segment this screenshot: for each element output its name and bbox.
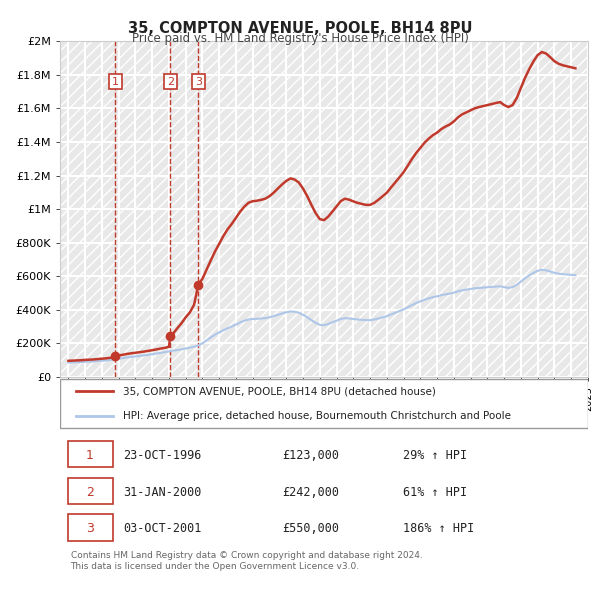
Text: 35, COMPTON AVENUE, POOLE, BH14 8PU (detached house): 35, COMPTON AVENUE, POOLE, BH14 8PU (det… xyxy=(124,386,436,396)
Text: £550,000: £550,000 xyxy=(282,523,339,536)
Text: HPI: Average price, detached house, Bournemouth Christchurch and Poole: HPI: Average price, detached house, Bour… xyxy=(124,411,511,421)
Text: £242,000: £242,000 xyxy=(282,486,339,499)
Text: 1: 1 xyxy=(86,448,94,461)
Text: 31-JAN-2000: 31-JAN-2000 xyxy=(124,486,202,499)
Text: 29% ↑ HPI: 29% ↑ HPI xyxy=(403,448,467,461)
FancyBboxPatch shape xyxy=(68,477,113,504)
Text: 3: 3 xyxy=(86,523,94,536)
Text: 35, COMPTON AVENUE, POOLE, BH14 8PU: 35, COMPTON AVENUE, POOLE, BH14 8PU xyxy=(128,21,472,35)
FancyBboxPatch shape xyxy=(68,441,113,467)
Text: £123,000: £123,000 xyxy=(282,448,339,461)
Text: 186% ↑ HPI: 186% ↑ HPI xyxy=(403,523,475,536)
Text: 61% ↑ HPI: 61% ↑ HPI xyxy=(403,486,467,499)
Text: 03-OCT-2001: 03-OCT-2001 xyxy=(124,523,202,536)
Text: 2: 2 xyxy=(86,486,94,499)
Text: 23-OCT-1996: 23-OCT-1996 xyxy=(124,448,202,461)
FancyBboxPatch shape xyxy=(60,379,588,428)
Text: 2: 2 xyxy=(167,77,174,87)
Text: Contains HM Land Registry data © Crown copyright and database right 2024.
This d: Contains HM Land Registry data © Crown c… xyxy=(71,551,422,571)
Text: Price paid vs. HM Land Registry's House Price Index (HPI): Price paid vs. HM Land Registry's House … xyxy=(131,32,469,45)
Text: 1: 1 xyxy=(112,77,119,87)
FancyBboxPatch shape xyxy=(68,514,113,541)
Text: 3: 3 xyxy=(195,77,202,87)
